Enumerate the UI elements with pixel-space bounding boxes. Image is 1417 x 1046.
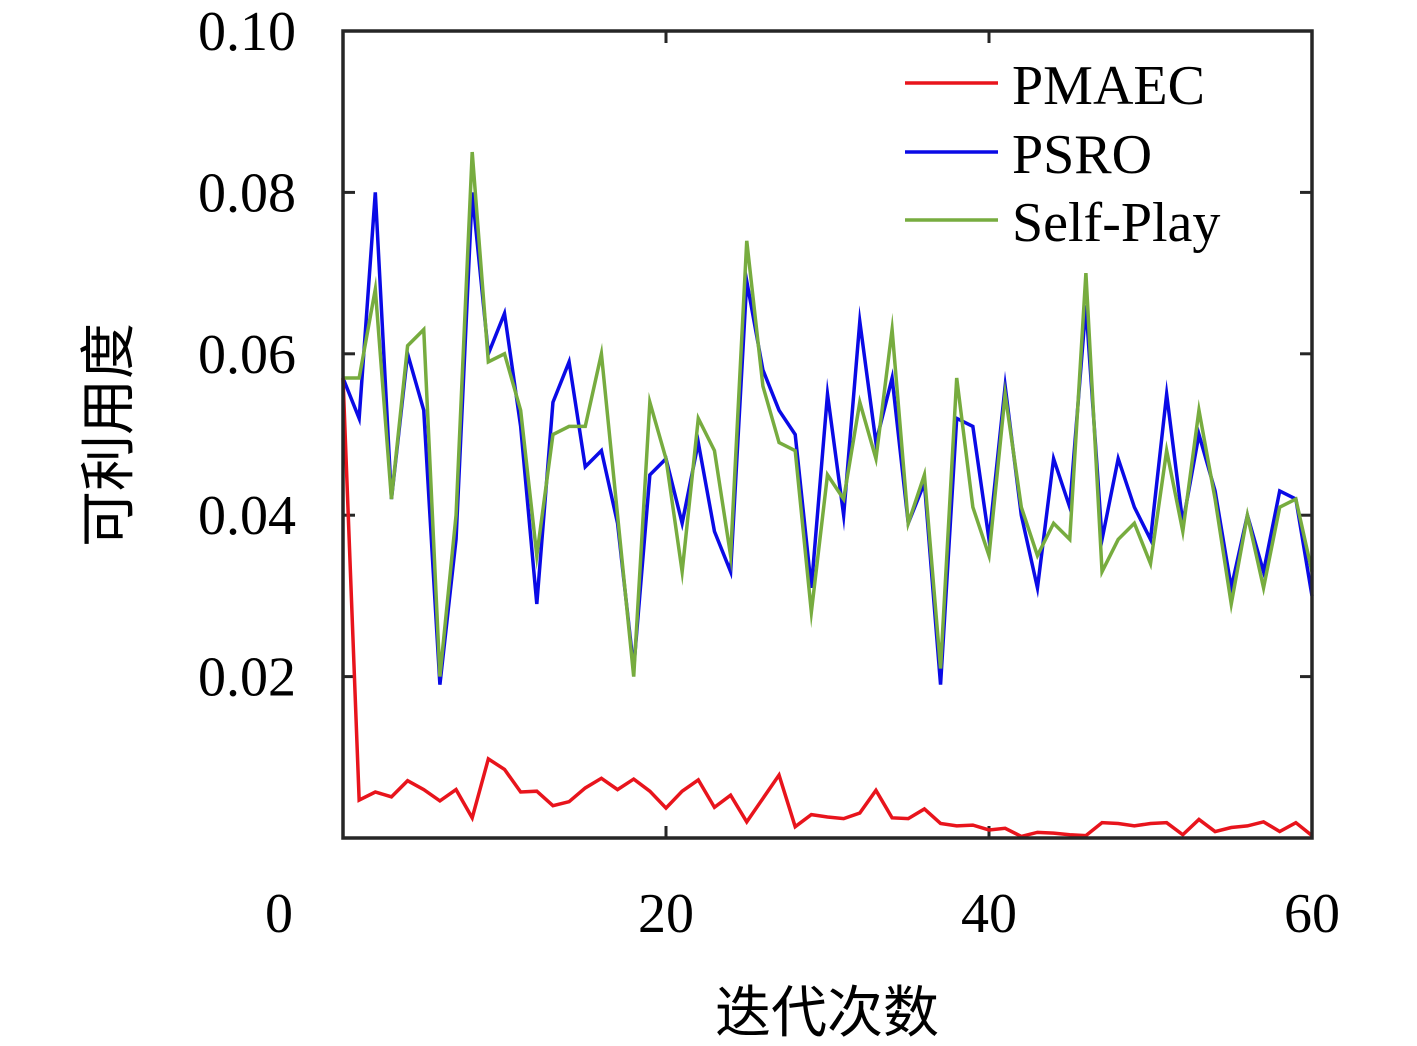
legend-label: Self-Play (1012, 192, 1220, 254)
plot-frame (341, 29, 1314, 840)
x-tick-label: 60 (1284, 883, 1340, 945)
x-tick-label: 20 (638, 883, 694, 945)
y-axis-ticks: 0.02 0.04 0.06 0.08 0.10 (198, 1, 1312, 709)
x-tick-label: 0 (265, 883, 293, 945)
x-axis-ticks: 0 20 40 60 (265, 31, 1340, 945)
series-line-pmaec (341, 377, 1314, 839)
y-tick-label: 0.04 (198, 485, 296, 547)
series-line-psro (341, 192, 1314, 685)
y-tick-label: 0.02 (198, 647, 296, 709)
y-axis-title: 可利用度 (77, 323, 142, 547)
legend-label: PSRO (1012, 124, 1152, 186)
series-line-self-play (343, 151, 1314, 677)
x-tick-label: 40 (961, 883, 1017, 945)
series-lines (341, 151, 1314, 839)
y-tick-label: 0.10 (198, 1, 296, 63)
y-tick-label: 0.08 (198, 162, 296, 224)
x-axis-title: 迭代次数 (715, 981, 939, 1046)
legend-label: PMAEC (1012, 55, 1205, 117)
y-tick-label: 0.06 (198, 324, 296, 386)
